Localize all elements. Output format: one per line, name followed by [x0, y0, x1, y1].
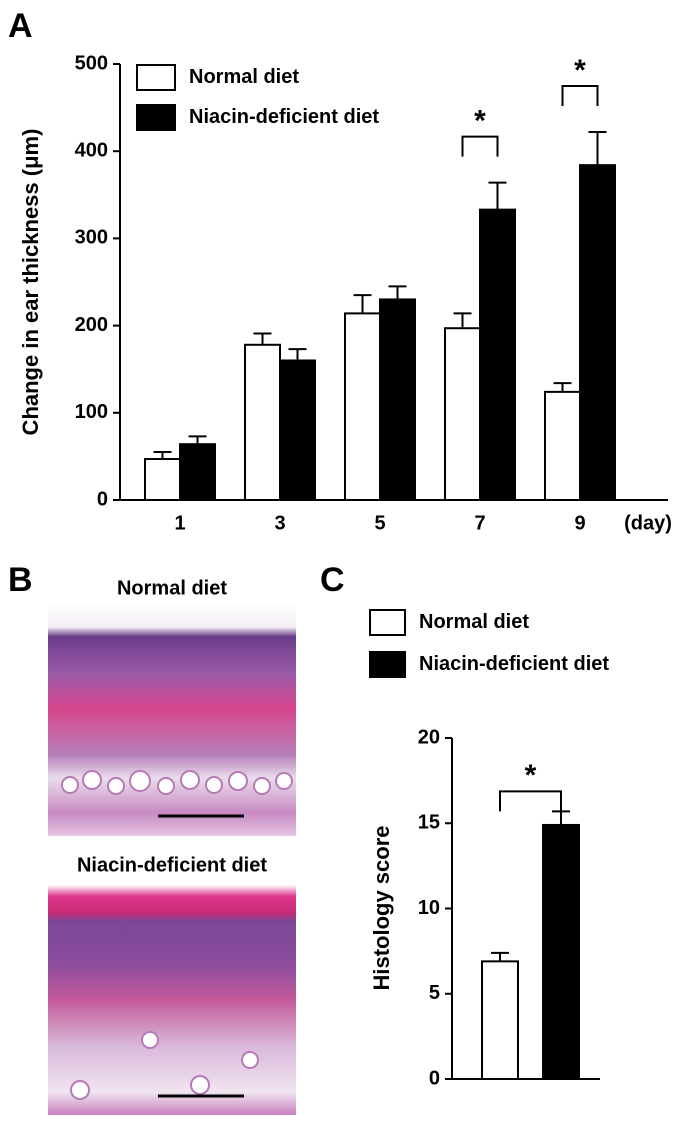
x-tick-label: 3 [274, 512, 285, 534]
legend-swatch [369, 609, 406, 636]
significance-label: * [525, 759, 537, 792]
y-tick-label: 400 [75, 139, 108, 161]
fat-cells [70, 1031, 259, 1100]
y-tick-label: 100 [75, 401, 108, 423]
panel-label: B [8, 561, 33, 599]
y-tick-label: 300 [75, 227, 108, 249]
bar [179, 443, 216, 501]
y-tick-label: 200 [75, 314, 108, 336]
fat-cells [61, 770, 293, 795]
significance-label: * [474, 105, 486, 138]
panel-label: C [320, 561, 345, 599]
legend-label: Normal diet [189, 66, 299, 88]
x-axis-title: (day) [624, 512, 672, 534]
y-axis-title: Change in ear thickness (μm) [18, 129, 43, 436]
y-tick-label: 5 [429, 982, 440, 1004]
bar [444, 327, 481, 501]
x-tick-label: 7 [474, 512, 485, 534]
legend-swatch [136, 64, 176, 91]
significance-bracket [461, 135, 499, 157]
y-tick-label: 15 [418, 812, 440, 834]
bar [479, 208, 516, 501]
y-tick-label: 0 [429, 1067, 440, 1089]
legend-swatch [369, 651, 406, 678]
y-tick-label: 20 [418, 726, 440, 748]
bar [579, 164, 616, 501]
legend-label: Niacin-deficient diet [189, 106, 379, 128]
legend-label: Niacin-deficient diet [419, 653, 609, 675]
legend-swatch [136, 104, 176, 131]
legend-label: Normal diet [419, 611, 529, 633]
significance-bracket [561, 85, 599, 107]
bar [542, 823, 580, 1081]
x-tick-label: 9 [574, 512, 585, 534]
y-axis-title: Histology score [369, 825, 394, 990]
image-label: Niacin-deficient diet [77, 854, 267, 876]
bar [144, 458, 181, 501]
bar [544, 390, 581, 502]
y-tick-label: 10 [418, 897, 440, 919]
significance-bracket [499, 790, 562, 812]
significance-label: * [574, 54, 586, 87]
x-tick-label: 5 [374, 512, 385, 534]
image-label: Normal diet [117, 577, 227, 599]
y-tick-label: 500 [75, 52, 108, 74]
bar [279, 359, 316, 502]
histology-image [48, 604, 296, 836]
bar [481, 960, 519, 1080]
bar [379, 298, 416, 501]
bar [244, 343, 281, 501]
bar [344, 312, 381, 501]
panel-label: A [8, 7, 33, 45]
histology-image [48, 885, 296, 1115]
x-tick-label: 1 [174, 512, 185, 534]
y-tick-label: 0 [97, 488, 108, 510]
